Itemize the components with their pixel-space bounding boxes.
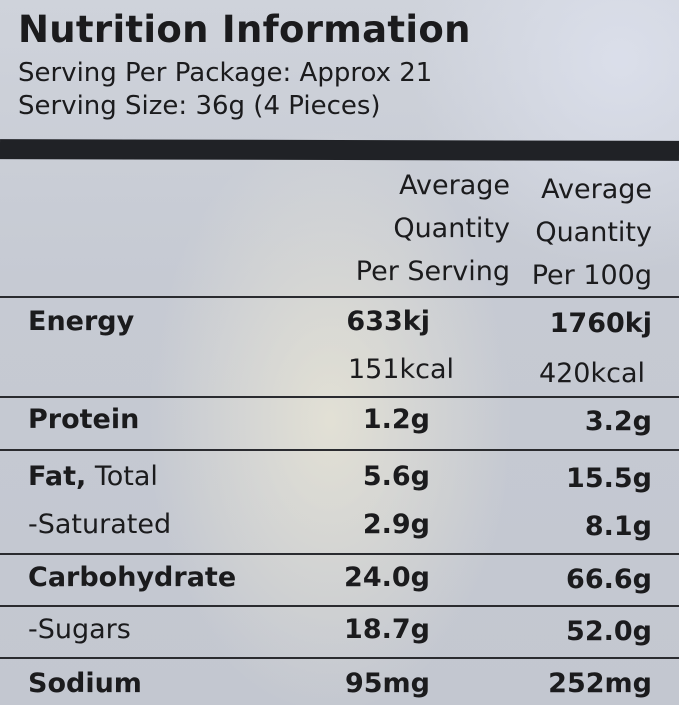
column-header-line: Per Serving	[355, 256, 510, 287]
column-header-line: Quantity	[535, 217, 652, 248]
carbohydrate-label: Carbohydrate	[28, 562, 237, 593]
saturated-label: -Saturated	[28, 509, 172, 540]
energy-serving-kcal: 151kcal	[347, 354, 454, 385]
energy-serving-kj: 633kj	[346, 306, 430, 337]
row-divider	[0, 657, 679, 659]
column-header-line: Average	[399, 170, 510, 201]
sugars-serving: 18.7g	[344, 614, 430, 645]
energy-100g-kcal: 420kcal	[538, 358, 645, 389]
fat-total-label: Fat, Total	[28, 461, 158, 492]
carbohydrate-100g: 66.6g	[566, 564, 652, 595]
serving-per-package: Serving Per Package: Approx 21	[18, 58, 433, 88]
row-divider	[0, 605, 679, 607]
row-divider	[0, 553, 679, 555]
protein-serving: 1.2g	[362, 404, 430, 435]
column-header-line: Average	[541, 174, 652, 205]
saturated-serving: 2.9g	[362, 509, 430, 540]
fat-label-rest: Total	[86, 461, 158, 492]
row-divider	[0, 296, 679, 298]
fat-100g: 15.5g	[566, 463, 652, 494]
label-title: Nutrition Information	[18, 8, 471, 51]
sugars-label: -Sugars	[28, 614, 131, 645]
fat-label-bold: Fat,	[28, 461, 87, 492]
column-header-per-serving: Average Quantity Per Serving	[300, 164, 510, 293]
row-divider	[0, 396, 679, 398]
column-header-line: Quantity	[393, 213, 510, 244]
protein-100g: 3.2g	[584, 406, 652, 437]
energy-label: Energy	[28, 306, 135, 337]
energy-100g-kj: 1760kj	[549, 308, 652, 339]
sodium-label: Sodium	[28, 668, 142, 699]
sugars-100g: 52.0g	[566, 616, 652, 647]
row-divider	[0, 449, 679, 451]
sodium-serving: 95mg	[344, 668, 430, 699]
fat-serving: 5.6g	[362, 461, 430, 492]
column-header-per-100g: Average Quantity Per 100g	[500, 168, 652, 297]
saturated-100g: 8.1g	[584, 511, 652, 542]
carbohydrate-serving: 24.0g	[344, 562, 430, 593]
protein-label: Protein	[28, 404, 140, 435]
serving-size: Serving Size: 36g (4 Pieces)	[18, 91, 381, 121]
sodium-100g: 252mg	[548, 668, 652, 699]
column-header-line: Per 100g	[531, 260, 652, 291]
header-divider	[0, 139, 679, 161]
